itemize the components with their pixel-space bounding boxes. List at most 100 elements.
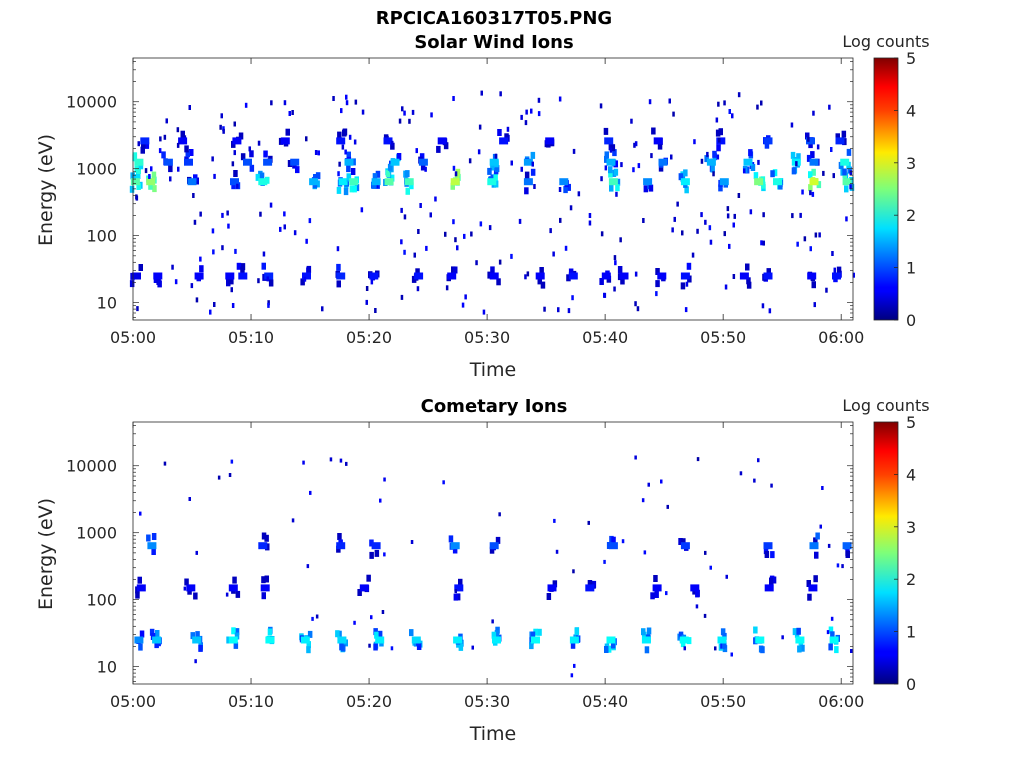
heatmap-cell: [655, 291, 658, 297]
heatmap-cell: [344, 149, 347, 155]
heatmap-cell: [606, 645, 612, 653]
heatmap-cell: [225, 272, 235, 280]
solar-wind-title: Solar Wind Ions: [414, 32, 573, 53]
heatmap-cell: [209, 309, 212, 315]
heatmap-cell: [615, 184, 620, 192]
heatmap-cell: [671, 227, 674, 233]
heatmap-cell: [828, 643, 833, 651]
heatmap-cell: [267, 302, 270, 308]
heatmap-cell: [757, 458, 760, 463]
heatmap-cell: [416, 286, 420, 292]
heatmap-cell: [814, 551, 819, 559]
heatmap-cell: [212, 249, 215, 255]
heatmap-cell: [718, 137, 721, 143]
heatmap-cell: [217, 475, 221, 480]
heatmap-cell: [718, 184, 723, 192]
heatmap-cell: [415, 268, 420, 276]
heatmap-cell: [764, 551, 770, 558]
heatmap-cell: [683, 169, 688, 177]
heatmap-cell: [222, 126, 225, 132]
heatmap-cell: [249, 150, 254, 158]
heatmap-cell: [773, 178, 782, 186]
heatmap-cell: [270, 100, 273, 106]
heatmap-cell: [806, 154, 812, 162]
heatmap-cell: [144, 141, 150, 149]
colorbar-tick-label: 1: [906, 623, 916, 642]
heatmap-cell: [348, 134, 352, 140]
heatmap-cell: [495, 536, 501, 544]
heatmap-cell: [648, 184, 654, 192]
x-tick-label: 05:30: [464, 692, 510, 711]
heatmap-cell: [845, 216, 848, 222]
heatmap-cell: [150, 166, 153, 172]
heatmap-cell: [833, 267, 836, 273]
heatmap-cell: [665, 591, 668, 596]
heatmap-cell: [228, 636, 238, 644]
heatmap-cell: [305, 238, 308, 244]
heatmap-cell: [725, 574, 728, 579]
heatmap-cell: [138, 643, 143, 651]
figure-title: RPCICA160317T05.PNG: [376, 8, 612, 29]
heatmap-cell: [559, 178, 569, 186]
heatmap-cell: [339, 643, 344, 651]
heatmap-cell: [717, 636, 727, 644]
heatmap-cell: [377, 630, 383, 638]
heatmap-cell: [151, 548, 156, 555]
heatmap-cell: [306, 265, 312, 273]
heatmap-cell: [176, 142, 180, 148]
heatmap-cell: [841, 130, 847, 138]
y-tick-label: 100: [86, 591, 117, 610]
heatmap-cell: [306, 564, 310, 569]
heatmap-cell: [766, 268, 771, 276]
heatmap-cell: [198, 644, 203, 652]
heatmap-cell: [350, 168, 356, 175]
heatmap-cell: [234, 632, 240, 640]
heatmap-cell: [302, 272, 311, 280]
heatmap-cell: [147, 542, 157, 550]
heatmap-cell: [498, 512, 501, 517]
heatmap-cell: [236, 262, 242, 270]
heatmap-cell: [826, 630, 830, 635]
x-tick-label: 05:20: [346, 328, 392, 347]
heatmap-cell: [136, 183, 141, 190]
heatmap-cell: [231, 182, 236, 190]
heatmap-cell: [634, 301, 637, 307]
heatmap-cell: [672, 111, 675, 117]
heatmap-cell: [366, 574, 371, 582]
heatmap-cell: [803, 236, 807, 242]
heatmap-cell: [770, 551, 775, 559]
heatmap-cell: [600, 176, 603, 182]
heatmap-cell: [720, 628, 726, 636]
heatmap-cell: [313, 174, 318, 181]
heatmap-cell: [343, 188, 349, 196]
heatmap-cell: [801, 189, 804, 195]
heatmap-cell: [354, 184, 360, 192]
heatmap-cell: [768, 308, 772, 314]
heatmap-cell: [408, 118, 411, 124]
heatmap-cell: [797, 645, 802, 653]
heatmap-cell: [371, 542, 381, 550]
heatmap-cell: [195, 631, 200, 639]
heatmap-cell: [842, 542, 852, 550]
heatmap-cell: [799, 212, 802, 218]
colorbar-tick-label: 4: [906, 465, 916, 484]
heatmap-cell: [138, 264, 143, 271]
heatmap-cell: [287, 160, 293, 167]
heatmap-cell: [308, 218, 312, 224]
heatmap-cell: [572, 148, 576, 154]
heatmap-cell: [315, 614, 319, 619]
heatmap-cell: [530, 631, 536, 639]
heatmap-cell: [790, 122, 794, 128]
heatmap-cell: [381, 610, 385, 614]
heatmap-cell: [763, 137, 773, 145]
heatmap-cell: [146, 178, 156, 186]
heatmap-cell: [336, 542, 346, 550]
heatmap-cell: [445, 285, 449, 291]
heatmap-cell: [753, 478, 756, 483]
heatmap-cell: [199, 211, 202, 217]
heatmap-cell: [176, 127, 180, 133]
heatmap-cell: [668, 98, 671, 104]
heatmap-cell: [610, 641, 616, 649]
heatmap-cell: [409, 629, 414, 637]
